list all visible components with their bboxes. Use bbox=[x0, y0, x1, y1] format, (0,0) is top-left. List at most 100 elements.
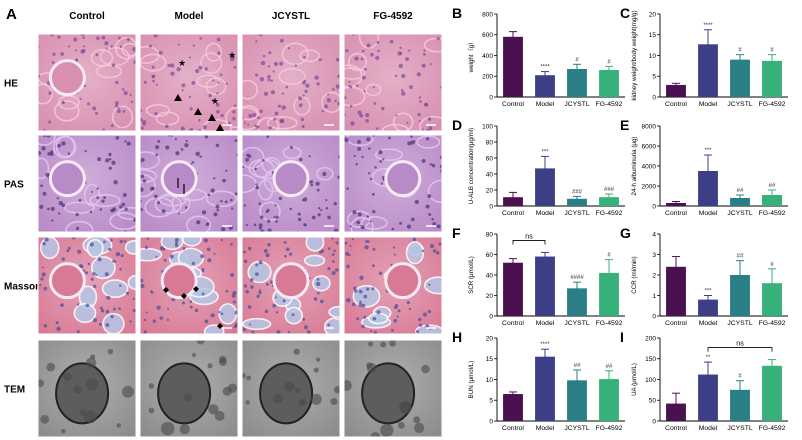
nucleus-dot bbox=[323, 104, 329, 109]
nucleus-dot bbox=[75, 58, 79, 62]
nucleus-dot bbox=[50, 34, 54, 37]
nucleus-dot bbox=[344, 241, 348, 245]
nucleus-dot bbox=[277, 104, 282, 108]
nucleus-dot bbox=[261, 158, 265, 162]
organelle bbox=[366, 362, 377, 374]
nucleus-dot bbox=[414, 199, 419, 205]
nucleus-dot bbox=[87, 262, 91, 266]
x-tick-label: FG-4592 bbox=[596, 101, 623, 108]
nucleus-dot bbox=[101, 199, 105, 203]
nucleus-dot bbox=[155, 153, 158, 157]
nucleus-dot bbox=[121, 202, 126, 207]
nucleus-dot bbox=[108, 247, 112, 251]
lesion-diamond-marker bbox=[193, 286, 199, 292]
nucleus-dot bbox=[254, 124, 257, 127]
nucleus-dot bbox=[283, 241, 287, 244]
nucleus-dot bbox=[225, 169, 228, 172]
nucleus-dot bbox=[81, 48, 86, 53]
nucleus-dot bbox=[140, 118, 143, 122]
nucleus-dot bbox=[170, 63, 175, 68]
nucleus-dot bbox=[120, 254, 124, 258]
nucleus-dot bbox=[258, 223, 263, 227]
y-tick-label: 0 bbox=[489, 203, 493, 210]
tile-frame bbox=[37, 339, 137, 438]
nucleus-dot bbox=[61, 141, 66, 146]
nucleus-dot bbox=[366, 240, 370, 243]
organelle bbox=[315, 357, 321, 362]
nucleus-dot bbox=[111, 207, 117, 212]
nucleus-dot bbox=[262, 54, 266, 58]
bar-chart-panel-e: E24-h albuminuria (μg) 0 2000 4000 6000 8000 C… bbox=[620, 117, 788, 217]
nucleus-dot bbox=[243, 284, 248, 288]
nucleus-dot bbox=[357, 146, 362, 151]
tubule-lumen bbox=[117, 206, 136, 220]
nucleus-dot bbox=[372, 247, 376, 251]
bar bbox=[567, 198, 587, 206]
nucleus-dot bbox=[245, 289, 250, 294]
nucleus-dot bbox=[167, 308, 170, 311]
nucleus-dot bbox=[267, 242, 271, 247]
nucleus-dot bbox=[194, 68, 200, 74]
nucleus-dot bbox=[75, 226, 80, 231]
tubule-lumen bbox=[405, 241, 425, 265]
nucleus-dot bbox=[255, 73, 259, 77]
nucleus-dot bbox=[56, 326, 61, 332]
nucleus-dot bbox=[233, 65, 237, 69]
nucleus-dot bbox=[216, 109, 220, 114]
nucleus-dot bbox=[232, 290, 237, 296]
nucleus-dot bbox=[140, 174, 145, 179]
nucleus-dot bbox=[281, 105, 286, 110]
organelle bbox=[208, 404, 219, 415]
micrograph-tile bbox=[343, 236, 443, 335]
nucleus-dot bbox=[425, 204, 430, 209]
nucleus-dot bbox=[416, 72, 421, 77]
x-tick-label: FG-4592 bbox=[596, 320, 623, 327]
nucleus-dot bbox=[427, 117, 432, 121]
nucleus-dot bbox=[399, 51, 403, 55]
nucleus-dot bbox=[361, 49, 365, 53]
organelle bbox=[242, 372, 246, 379]
y-tick-label: 4000 bbox=[642, 163, 657, 170]
tubule-lumen bbox=[367, 312, 389, 325]
nucleus-dot bbox=[143, 80, 147, 84]
tubule-lumen bbox=[242, 105, 259, 121]
organelle bbox=[333, 386, 340, 394]
nucleus-dot bbox=[258, 260, 263, 265]
nucleus-dot bbox=[258, 289, 262, 292]
nucleus-dot bbox=[125, 291, 130, 295]
micrograph-tile bbox=[37, 339, 137, 438]
nucleus-dot bbox=[429, 243, 435, 249]
nucleus-dot bbox=[370, 52, 374, 57]
tubule-lumen bbox=[205, 190, 238, 208]
nucleus-dot bbox=[81, 34, 85, 37]
nucleus-dot bbox=[405, 57, 409, 61]
nucleus-dot bbox=[349, 225, 352, 228]
x-tick-label: Model bbox=[699, 210, 718, 217]
nucleus-dot bbox=[252, 113, 257, 118]
significance-mark: # bbox=[607, 59, 611, 65]
nucleus-dot bbox=[408, 49, 411, 52]
nucleus-dot bbox=[363, 90, 366, 93]
bar bbox=[730, 389, 750, 421]
comparison-bracket bbox=[707, 347, 773, 352]
bar bbox=[730, 59, 750, 97]
nucleus-dot bbox=[140, 283, 145, 288]
bar bbox=[599, 197, 619, 206]
nucleus-dot bbox=[47, 207, 50, 211]
y-tick-label: 5 bbox=[489, 398, 493, 405]
nucleus-dot bbox=[348, 80, 351, 83]
nucleus-dot bbox=[253, 223, 257, 227]
organelle bbox=[245, 400, 251, 405]
nucleus-dot bbox=[234, 192, 238, 196]
nucleus-dot bbox=[249, 278, 254, 282]
bar bbox=[535, 75, 555, 97]
nucleus-dot bbox=[421, 249, 425, 253]
micrograph-tile bbox=[139, 236, 239, 335]
y-tick-label: 20 bbox=[486, 187, 494, 194]
tile-texture bbox=[148, 340, 238, 436]
nucleus-dot bbox=[215, 204, 220, 209]
nucleus-dot bbox=[302, 199, 305, 202]
nucleus-dot bbox=[268, 126, 272, 130]
nucleus-dot bbox=[317, 207, 321, 210]
nucleus-dot bbox=[349, 104, 353, 108]
